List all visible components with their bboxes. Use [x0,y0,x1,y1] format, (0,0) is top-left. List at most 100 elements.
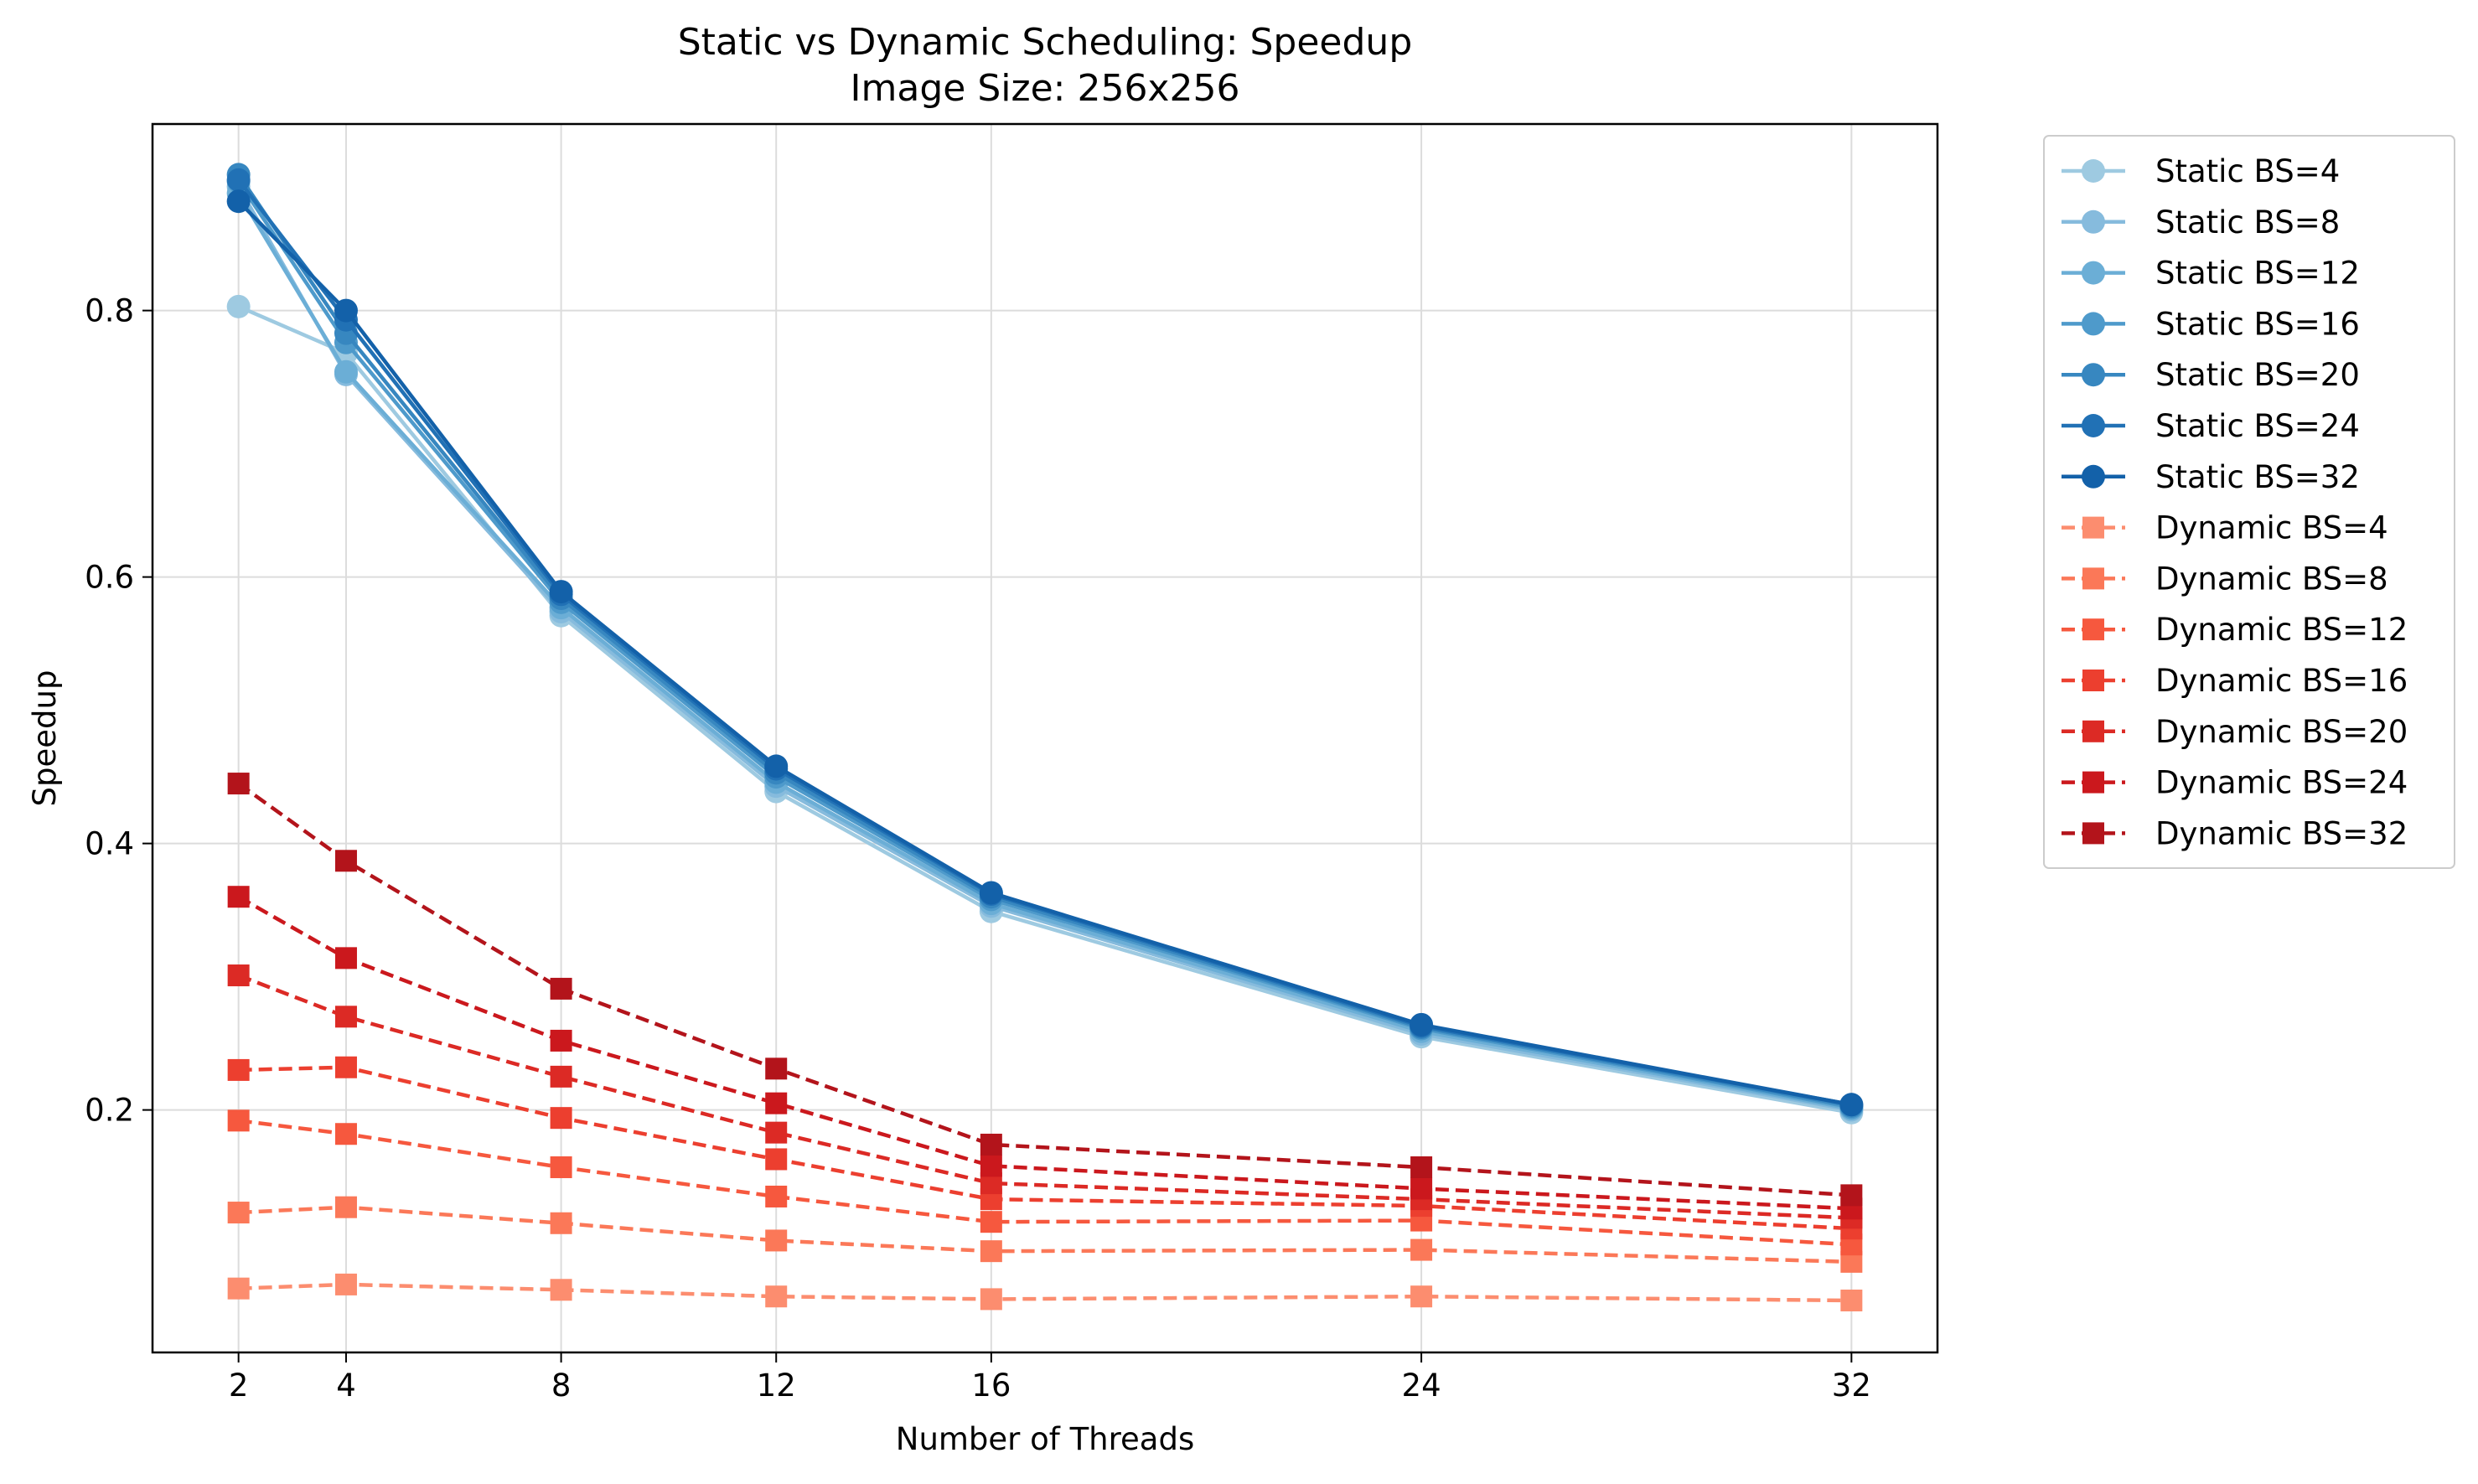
series-line [236,173,1852,1109]
data-point [334,1123,357,1145]
series-line [237,782,1852,1197]
data-point [334,1056,357,1078]
data-point [980,1288,1002,1311]
y-tick-label: 0.4 [85,826,134,862]
series-line [236,180,1852,1109]
legend-marker [2082,464,2105,489]
legend-marker [2082,822,2104,845]
data-point [765,1057,788,1080]
data-point [334,298,358,323]
data-point [1840,1289,1863,1311]
legend-marker [2082,771,2104,794]
legend-label: Dynamic BS=24 [2155,765,2408,801]
legend-marker [2082,516,2104,539]
x-tick-label: 32 [1832,1368,1871,1404]
legend-marker [2082,414,2105,437]
data-point [1410,1238,1433,1261]
data-point [765,1229,788,1252]
y-tick-label: 0.2 [85,1093,134,1129]
data-point [226,189,251,214]
data-point [334,1006,357,1028]
data-point [980,1133,1002,1156]
legend-label: Dynamic BS=16 [2155,663,2408,699]
legend-label: Static BS=4 [2155,153,2340,189]
y-tick-label: 0.8 [85,293,134,329]
data-point [980,1155,1002,1177]
legend-marker [2082,670,2104,691]
data-point [227,964,250,987]
chart-title: Static vs Dynamic Scheduling: Speedup [678,21,1413,64]
data-point [765,1185,788,1207]
plot-series [226,163,1864,1311]
data-point [334,359,358,384]
x-axis-label: Number of Threads [896,1421,1194,1457]
data-point [765,1121,788,1144]
legend-label: Static BS=20 [2155,357,2360,393]
data-point [1840,1184,1863,1207]
data-point [334,947,357,970]
legend-label: Static BS=16 [2155,306,2360,342]
legend-marker [2082,363,2105,387]
data-point [334,850,357,872]
data-point [334,1273,357,1295]
x-tick-label: 8 [551,1368,572,1404]
legend-label: Static BS=24 [2155,408,2360,444]
series-line [238,1119,1852,1247]
data-point [550,1029,572,1052]
legend-label: Dynamic BS=20 [2155,714,2408,750]
series-line [237,199,1852,1107]
data-point [226,294,251,318]
series-line [238,1205,1852,1264]
data-point [227,1277,250,1300]
series-line [236,178,1852,1107]
data-point [765,1092,788,1114]
x-tick-label: 16 [971,1368,1011,1404]
legend-label: Static BS=8 [2155,204,2340,240]
legend: Static BS=4 Static BS=8 Static BS=12 Static… [2043,135,2455,869]
data-point [550,1212,572,1234]
data-point [980,1240,1002,1263]
legend-marker [2082,209,2105,234]
series-line [236,192,1852,1111]
y-tick-label: 0.6 [85,560,134,596]
legend-marker [2082,720,2104,742]
x-tick-label: 2 [229,1368,249,1404]
data-point [550,1107,572,1130]
data-point [1410,1156,1433,1178]
legend-label: Dynamic BS=8 [2155,561,2388,597]
data-point [550,1156,572,1178]
legend-label: Static BS=32 [2155,459,2360,495]
y-axis-label: Speedup [27,670,63,807]
x-tick-label: 12 [757,1368,796,1404]
data-point [334,1196,357,1218]
data-point [227,1109,250,1132]
data-point [764,754,789,778]
chart-subtitle: Image Size: 256x256 [851,67,1240,110]
legend-marker [2082,567,2104,590]
data-point [1410,1285,1433,1308]
data-point [979,881,1003,905]
data-point [550,977,572,1000]
data-point [1410,1012,1434,1037]
data-point [765,1285,788,1308]
legend-marker [2082,261,2105,285]
legend-label: Dynamic BS=32 [2155,815,2408,851]
legend-marker [2082,618,2104,641]
legend-marker [2082,312,2105,336]
data-point [765,1148,788,1171]
axes: 2 4 8 12 16 24 320.20.40.60.8 [85,293,1871,1404]
data-point [227,886,250,908]
data-point [980,1211,1002,1233]
legend-label: Static BS=12 [2155,256,2360,292]
legend-label: Dynamic BS=12 [2155,612,2408,648]
data-point [226,168,251,192]
data-point [550,1279,572,1301]
data-point [227,1058,250,1081]
series-line [237,973,1852,1220]
data-point [1839,1093,1864,1117]
legend-marker [2082,159,2105,183]
legend-frame [2043,135,2455,869]
data-point [550,1065,572,1088]
x-tick-label: 4 [336,1368,356,1404]
